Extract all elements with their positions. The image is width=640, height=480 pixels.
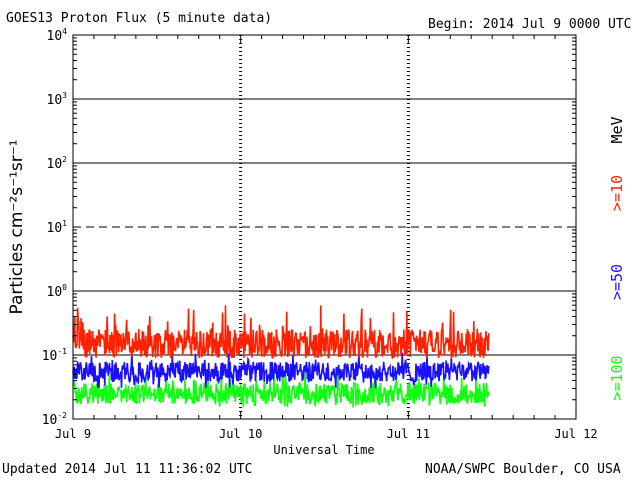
series-line-ge100 xyxy=(72,369,490,408)
x-tick-label: Jul 9 xyxy=(55,427,91,441)
credit-label: NOAA/SWPC Boulder, CO USA xyxy=(425,462,621,477)
y-tick-label: 104 xyxy=(47,27,68,44)
axis-ticks xyxy=(72,34,577,420)
y-tick-label: 102 xyxy=(47,155,68,172)
y-tick-label: 10-1 xyxy=(42,347,67,364)
x-tick-labels: Jul 9 Jul 10 Jul 11 Jul 12 xyxy=(55,427,598,441)
y-axis-title: Particles cm⁻²s⁻¹sr⁻¹ xyxy=(7,139,27,314)
legend-ge10-unit: MeV xyxy=(608,116,626,143)
begin-time-label: Begin: 2014 Jul 9 0000 UTC xyxy=(428,17,632,32)
series-line-ge10 xyxy=(72,305,490,360)
grid-lines xyxy=(73,98,576,356)
x-tick-label: Jul 10 xyxy=(219,427,262,441)
day-markers xyxy=(239,35,410,419)
x-tick-label: Jul 12 xyxy=(554,427,597,441)
series-line-ge50 xyxy=(72,352,490,389)
y-tick-label: 103 xyxy=(47,91,68,108)
series-lines xyxy=(72,305,490,408)
legend-ge50: >=50 xyxy=(608,264,626,300)
updated-timestamp: Updated 2014 Jul 11 11:36:02 UTC xyxy=(2,462,253,477)
y-tick-label: 10-2 xyxy=(42,411,67,428)
legend: MeV >=10 >=50 >=100 xyxy=(608,116,626,400)
x-tick-label: Jul 11 xyxy=(387,427,430,441)
y-tick-label: 100 xyxy=(47,283,68,300)
y-tick-labels: 10-2 10-1 100 101 102 103 104 xyxy=(42,27,67,428)
legend-ge10: >=10 xyxy=(608,175,626,211)
x-axis-title: Universal Time xyxy=(273,443,374,457)
chart-title: GOES13 Proton Flux (5 minute data) xyxy=(6,11,273,26)
y-tick-label: 101 xyxy=(47,219,68,236)
legend-ge100: >=100 xyxy=(608,355,626,400)
